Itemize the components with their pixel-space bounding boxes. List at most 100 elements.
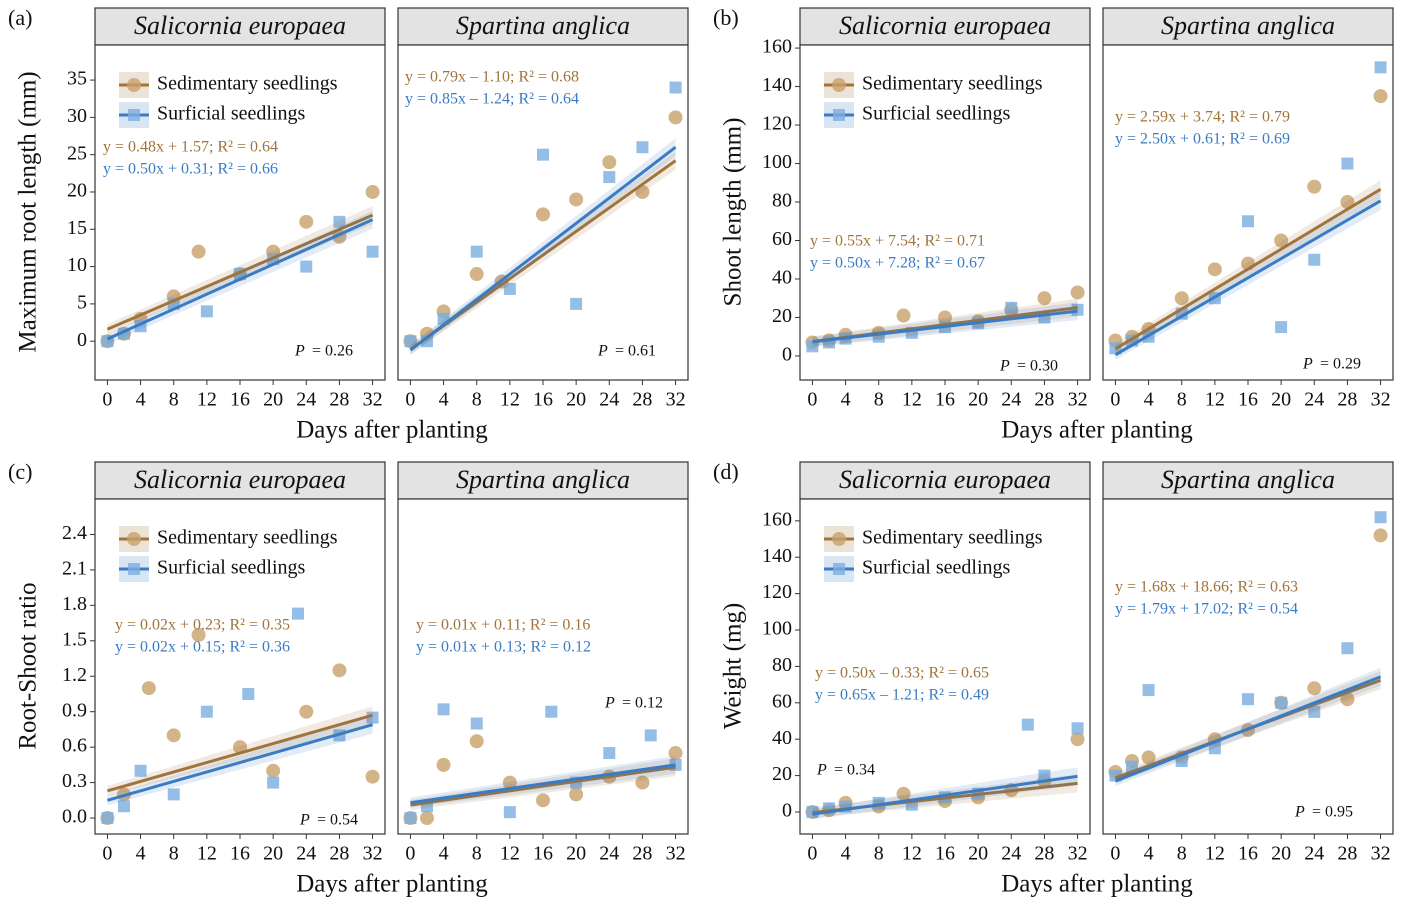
fit-line <box>106 213 374 331</box>
point <box>1341 642 1354 655</box>
x-tick-label: 8 <box>169 843 179 865</box>
point <box>1373 528 1388 543</box>
y-axis-title: Maximum root length (mm) <box>15 71 42 352</box>
y-tick-label: 100 <box>762 618 792 640</box>
y-tick-label: 120 <box>762 581 792 603</box>
p-value: = 0.30 <box>1017 358 1058 375</box>
point <box>299 704 314 719</box>
plot-area <box>100 607 380 826</box>
x-tick-label: 32 <box>1371 389 1391 411</box>
y-tick-label: 1.2 <box>62 664 87 686</box>
y-tick-label: 0 <box>782 344 792 366</box>
x-tick-label: 20 <box>566 389 586 411</box>
point <box>603 171 616 184</box>
y-tick-label: 100 <box>762 151 792 173</box>
equation: y = 1.79x + 17.02; R² = 0.54 <box>1115 601 1298 618</box>
x-tick-label: 24 <box>1304 843 1324 865</box>
point <box>603 747 616 760</box>
point <box>1308 253 1321 266</box>
legend-key-point <box>832 78 846 92</box>
point <box>1141 750 1156 765</box>
x-tick-label: 0 <box>807 389 817 411</box>
x-tick-label: 28 <box>632 389 652 411</box>
y-axis-title: Shoot length (mm) <box>720 118 747 307</box>
fit-line <box>410 763 676 805</box>
point <box>470 717 483 730</box>
legend-key-point <box>128 109 140 121</box>
equation: y = 0.48x + 1.57; R² = 0.64 <box>103 139 278 156</box>
p-label: P <box>999 358 1010 375</box>
y-tick-label: 160 <box>762 36 792 58</box>
fit-line <box>1114 188 1382 351</box>
point <box>1037 291 1052 306</box>
plot-area <box>403 703 683 826</box>
point <box>141 681 156 696</box>
equation: y = 0.50x – 0.33; R² = 0.65 <box>815 665 989 682</box>
y-tick-label: 0 <box>77 329 87 351</box>
legend-label: Surficial seedlings <box>862 103 1011 125</box>
point <box>191 627 206 642</box>
equation: y = 0.85x – 1.24; R² = 0.64 <box>405 91 579 108</box>
p-label: P <box>294 343 305 360</box>
p-value: = 0.29 <box>1320 356 1361 373</box>
strip-title: Spartina anglica <box>456 11 630 40</box>
x-tick-label: 24 <box>1001 389 1021 411</box>
x-tick-label: 16 <box>533 389 553 411</box>
x-tick-label: 8 <box>472 389 482 411</box>
x-tick-label: 12 <box>902 389 922 411</box>
x-tick-label: 16 <box>935 389 955 411</box>
point <box>502 775 517 790</box>
point <box>200 305 213 318</box>
p-label: P <box>1294 804 1305 821</box>
legend-label: Sedimentary seedlings <box>157 73 338 95</box>
point <box>1070 285 1085 300</box>
point <box>404 335 417 348</box>
point <box>299 214 314 229</box>
x-tick-label: 32 <box>666 843 686 865</box>
p-label: P <box>597 343 608 360</box>
legend-key-point <box>128 563 140 575</box>
x-tick-label: 20 <box>968 843 988 865</box>
x-axis-title: Days after planting <box>296 417 488 444</box>
y-tick-label: 10 <box>67 254 87 276</box>
legend-label: Surficial seedlings <box>862 557 1011 579</box>
p-value: = 0.95 <box>1312 804 1353 821</box>
x-tick-label: 4 <box>136 843 146 865</box>
y-tick-label: 40 <box>772 727 792 749</box>
equation: y = 1.68x + 18.66; R² = 0.63 <box>1115 579 1298 596</box>
point <box>200 705 213 718</box>
strip <box>94 7 386 46</box>
x-tick-label: 20 <box>263 843 283 865</box>
x-tick-label: 24 <box>599 389 619 411</box>
x-tick-label: 4 <box>439 389 449 411</box>
y-tick-label: 5 <box>77 291 87 313</box>
legend-key-point <box>833 109 845 121</box>
legend-key-point <box>127 532 141 546</box>
x-tick-label: 12 <box>197 389 217 411</box>
x-tick-label: 16 <box>533 843 553 865</box>
fit-line <box>1114 199 1382 357</box>
y-tick-label: 80 <box>772 190 792 212</box>
point <box>420 811 434 826</box>
x-tick-label: 24 <box>1304 389 1324 411</box>
x-tick-label: 4 <box>1144 389 1154 411</box>
x-tick-label: 8 <box>1177 843 1187 865</box>
legend-label: Sedimentary seedlings <box>862 73 1043 95</box>
strip-title: Spartina anglica <box>1161 11 1335 40</box>
point <box>436 757 451 772</box>
point <box>134 764 147 777</box>
point <box>1275 696 1288 709</box>
y-tick-label: 60 <box>772 690 792 712</box>
point <box>267 776 280 789</box>
point <box>404 812 417 825</box>
equation: y = 0.50x + 0.31; R² = 0.66 <box>103 161 278 178</box>
strip <box>799 7 1091 46</box>
p-value: = 0.26 <box>312 343 353 360</box>
equation: y = 2.59x + 3.74; R² = 0.79 <box>1115 109 1290 126</box>
p-label: P <box>816 762 827 779</box>
strip-title: Salicornia europaea <box>134 465 346 494</box>
x-tick-label: 28 <box>1034 843 1054 865</box>
x-tick-label: 4 <box>841 843 851 865</box>
x-tick-label: 0 <box>405 843 415 865</box>
